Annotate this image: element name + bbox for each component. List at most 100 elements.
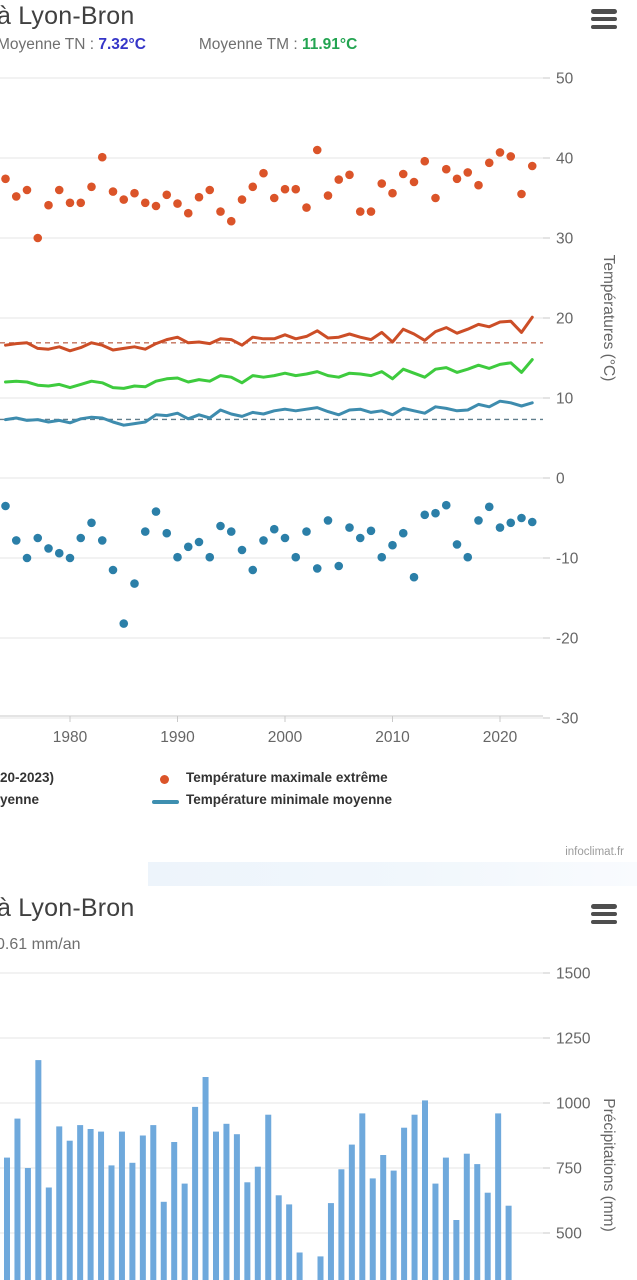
tn-extreme-point	[119, 619, 129, 628]
moyenne-tm-value: 11.91°C	[301, 36, 358, 53]
tn-extreme-point	[194, 537, 204, 547]
precipitation-bar	[463, 1153, 470, 1280]
tn-extreme-point	[474, 516, 483, 525]
tx-extreme-point	[76, 198, 86, 208]
tx-extreme-point	[108, 187, 118, 196]
precipitation-bar	[192, 1106, 199, 1280]
tx-extreme-point	[97, 152, 107, 162]
tn-extreme-point	[108, 565, 118, 575]
tn-extreme-point	[1, 501, 10, 511]
hamburger-menu-icon-2[interactable]	[591, 904, 617, 926]
tn-extreme-point	[259, 536, 268, 545]
tx-extreme-point	[1, 174, 10, 184]
precipitation-bar	[495, 1113, 502, 1280]
tn-extreme-point	[312, 564, 322, 573]
tx-extreme-point	[517, 189, 526, 199]
precipitation-bar	[317, 1256, 324, 1280]
tx-extreme-point	[506, 152, 516, 161]
tn-extreme-point	[484, 502, 494, 512]
y-tick-label: 500	[556, 1226, 582, 1243]
precipitation-bar	[244, 1182, 251, 1280]
precipitation-bar	[35, 1060, 42, 1280]
precipitation-bar	[129, 1162, 136, 1280]
precipitation-bar	[14, 1118, 21, 1280]
moyenne-tn-value: 7.32°C	[98, 36, 146, 53]
tn-extreme-point	[87, 518, 96, 528]
y-tick-label: 30	[556, 231, 574, 248]
precipitation-bar	[233, 1134, 240, 1280]
precipitation-bar	[338, 1169, 345, 1280]
precipitation-chart-title: à Lyon-Bron	[0, 894, 135, 922]
precipitation-bar	[77, 1125, 84, 1280]
tx-extreme-point	[54, 185, 64, 195]
legend-label-tn-moyenne: Température minimale moyenne	[186, 792, 393, 807]
tx-extreme-point	[33, 233, 43, 243]
y-tick-label: -30	[556, 711, 579, 728]
y-tick-label: 750	[556, 1161, 582, 1178]
precipitation-bar	[453, 1220, 460, 1280]
tn-extreme-point	[398, 528, 408, 538]
precipitation-bar	[171, 1142, 178, 1280]
tx-extreme-point	[151, 201, 161, 211]
x-tick-label: 1990	[160, 729, 195, 746]
tn-extreme-point	[140, 527, 150, 536]
precipitation-bar	[139, 1135, 146, 1280]
tn-extreme-point	[409, 572, 419, 582]
precipitation-bar	[66, 1140, 73, 1280]
tn-extreme-point	[65, 553, 75, 563]
tn-extreme-point	[33, 533, 43, 543]
x-tick-label: 1980	[53, 729, 88, 746]
tx-extreme-point	[388, 188, 397, 198]
tn-extreme-point	[162, 528, 172, 538]
precipitation-bar	[108, 1165, 115, 1280]
tx-extreme-point	[237, 195, 247, 204]
tx-extreme-point	[130, 188, 139, 198]
tn-extreme-point	[366, 526, 376, 536]
tn-moyenne-legend-line-icon	[152, 800, 179, 804]
tx-extreme-point	[420, 156, 430, 166]
y-tick-label: 0	[556, 471, 565, 488]
precipitation-axis-title: Précipitations (mm)	[600, 1098, 617, 1232]
tx-extreme-point	[205, 185, 215, 195]
y-tick-label: -10	[556, 551, 579, 568]
tn-extreme-point	[377, 552, 387, 562]
tx-extreme-point	[527, 161, 537, 171]
precipitation-bar	[359, 1113, 366, 1280]
tx-extreme-point	[495, 148, 505, 157]
tx-extreme-legend-dot-icon	[160, 775, 169, 784]
y-tick-label: 20	[556, 311, 574, 328]
moyenne-tn-label: Moyenne TN :	[0, 36, 99, 53]
legend-row-2: yenne Température minimale moyenne	[0, 791, 470, 813]
tn-extreme-point	[302, 527, 311, 536]
precipitation-bar	[401, 1127, 408, 1280]
y-tick-label: 1500	[556, 966, 591, 983]
tx-moyenne-line	[4, 315, 534, 353]
tx-extreme-point	[140, 198, 150, 208]
y-tick-label: -20	[556, 631, 579, 648]
tn-extreme-points	[1, 500, 537, 628]
precipitation-bar	[286, 1204, 293, 1280]
tn-extreme-point	[506, 518, 516, 528]
tx-extreme-point	[183, 208, 193, 218]
temperature-axis-title: Températures (°C)	[600, 255, 617, 382]
tx-extreme-point	[431, 193, 440, 203]
tx-extreme-point	[87, 182, 96, 192]
x-tick-label: 2000	[268, 729, 303, 746]
hamburger-menu-icon[interactable]	[591, 9, 617, 31]
tn-extreme-point	[44, 544, 53, 553]
precipitation-bar	[390, 1170, 397, 1280]
tm-moyenne-line	[4, 358, 534, 390]
tn-extreme-point	[226, 527, 236, 536]
tx-extreme-point	[119, 195, 129, 204]
tn-extreme-point	[205, 552, 215, 562]
tx-extreme-point	[226, 216, 236, 226]
legend-label-tx-extreme: Température maximale extrême	[186, 770, 388, 785]
tx-extreme-point	[366, 207, 376, 216]
precipitation-bar	[422, 1100, 428, 1280]
tn-extreme-point	[323, 516, 333, 525]
tx-extreme-point	[312, 145, 322, 155]
precipitation-bars	[4, 1060, 512, 1280]
precipitation-bar	[369, 1178, 376, 1280]
